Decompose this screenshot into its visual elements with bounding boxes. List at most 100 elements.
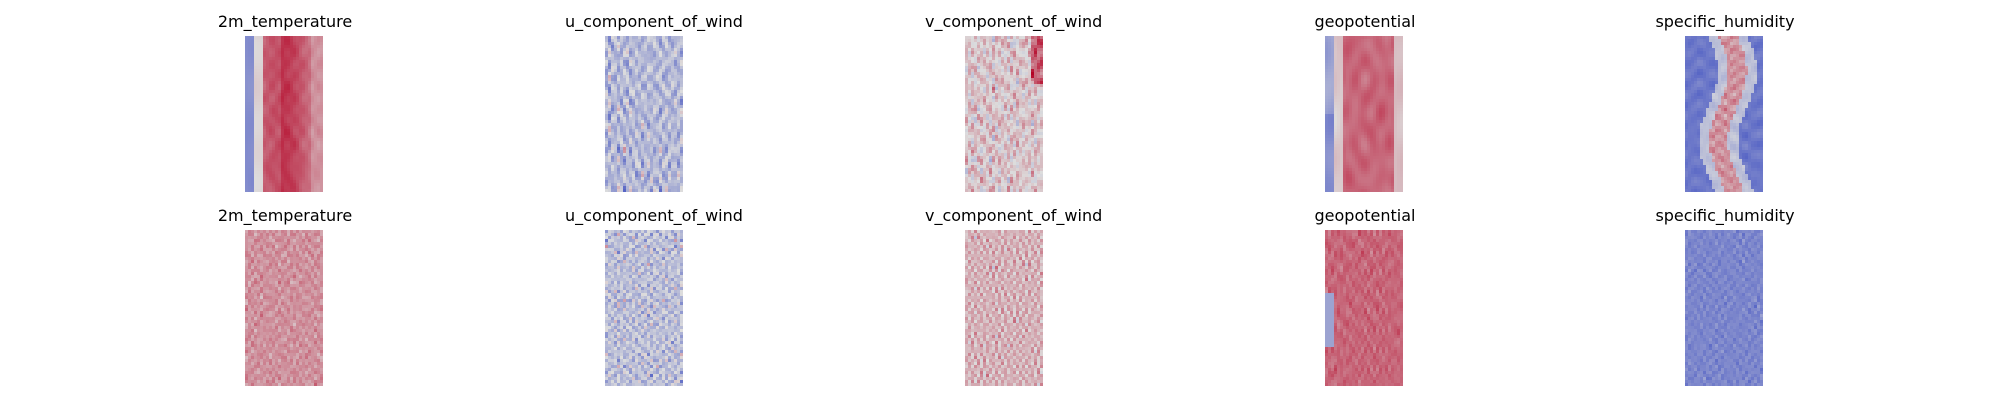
heatmap-cell <box>986 87 990 91</box>
heatmap-cell <box>290 36 294 40</box>
heatmap-cell <box>989 60 993 64</box>
heatmap-cell <box>614 39 618 43</box>
heatmap-cell <box>1337 75 1341 79</box>
heatmap-cell <box>1337 138 1341 142</box>
heatmap-cell <box>611 150 615 154</box>
heatmap-cell <box>674 132 678 136</box>
heatmap-cell <box>1343 120 1347 124</box>
heatmap-cell <box>1394 42 1398 46</box>
heatmap-cell <box>248 117 252 121</box>
heatmap-cell <box>980 147 984 151</box>
heatmap-cell <box>1343 129 1347 133</box>
heatmap-cell <box>1331 138 1335 142</box>
heatmap-cell <box>1004 174 1008 178</box>
heatmap-cell <box>992 129 996 133</box>
heatmap-cell <box>296 39 300 43</box>
heatmap-cell <box>1361 63 1365 67</box>
heatmap-cell <box>611 84 615 88</box>
heatmap-cell <box>620 189 624 192</box>
heatmap-cell <box>971 54 975 58</box>
heatmap-cell <box>317 153 321 157</box>
heatmap-cell <box>308 162 312 166</box>
heatmap-cell <box>284 48 288 52</box>
heatmap-cell <box>281 72 285 76</box>
heatmap-cell <box>677 39 681 43</box>
heatmap-cell <box>623 90 627 94</box>
heatmap-cell <box>1382 108 1386 112</box>
heatmap-cell <box>1340 36 1344 40</box>
heatmap-cell <box>299 45 303 49</box>
heatmap-cell <box>1355 78 1359 82</box>
heatmap-cell <box>977 165 981 169</box>
heatmap-cell <box>611 108 615 112</box>
heatmap-cell <box>1019 171 1023 175</box>
heatmap-cell <box>287 84 291 88</box>
heatmap-cell <box>1007 168 1011 172</box>
heatmap-cell <box>992 54 996 58</box>
heatmap-cell <box>263 129 267 133</box>
heatmap-cell <box>263 171 267 175</box>
heatmap-cell <box>620 174 624 178</box>
heatmap-cell <box>1379 42 1383 46</box>
heatmap-cell <box>605 150 609 154</box>
heatmap-cell <box>1328 84 1332 88</box>
heatmap-cell <box>647 123 651 127</box>
heatmap-cell <box>611 132 615 136</box>
heatmap-cell <box>671 123 675 127</box>
heatmap-cell <box>647 93 651 97</box>
heatmap-cell <box>662 165 666 169</box>
heatmap-cell <box>626 165 630 169</box>
heatmap-cell <box>968 102 972 106</box>
heatmap-cell <box>1388 120 1392 124</box>
heatmap-cell <box>608 75 612 79</box>
heatmap-cell <box>623 84 627 88</box>
heatmap-cell <box>635 51 639 55</box>
heatmap-cell <box>1379 120 1383 124</box>
heatmap-cell <box>1400 102 1403 106</box>
heatmap-cell <box>299 78 303 82</box>
heatmap-cell <box>611 99 615 103</box>
heatmap-cell <box>260 135 264 139</box>
heatmap-cell <box>263 81 267 85</box>
heatmap-cell <box>1370 51 1374 55</box>
heatmap-cell <box>665 165 669 169</box>
heatmap-cell <box>275 174 279 178</box>
heatmap-cell <box>299 93 303 97</box>
heatmap-cell <box>638 54 642 58</box>
heatmap-cell <box>1328 57 1332 61</box>
heatmap-cell <box>1340 129 1344 133</box>
heatmap-cell <box>608 120 612 124</box>
heatmap-cell <box>617 78 621 82</box>
heatmap-cell <box>308 150 312 154</box>
heatmap-cell <box>1025 144 1029 148</box>
heatmap-cell <box>1349 48 1353 52</box>
heatmap-cell <box>281 63 285 67</box>
heatmap-cell <box>1373 108 1377 112</box>
heatmap-cell <box>965 171 969 175</box>
heatmap-cell <box>620 66 624 70</box>
heatmap-cell <box>1385 69 1389 73</box>
heatmap-cell <box>1040 132 1043 136</box>
heatmap-cell <box>674 153 678 157</box>
heatmap-cell <box>1337 93 1341 97</box>
heatmap-cell <box>662 87 666 91</box>
heatmap-cell <box>1373 129 1377 133</box>
heatmap-cell <box>1394 135 1398 139</box>
heatmap-cell <box>977 75 981 79</box>
heatmap-cell <box>299 138 303 142</box>
heatmap-cell <box>296 159 300 163</box>
heatmap-cell <box>605 75 609 79</box>
heatmap-cell <box>1007 144 1011 148</box>
heatmap-cell <box>251 171 255 175</box>
heatmap-cell <box>998 150 1002 154</box>
heatmap-cell <box>1367 60 1371 64</box>
heatmap-cell <box>635 186 639 190</box>
heatmap-cell <box>632 78 636 82</box>
heatmap-cell <box>989 186 993 190</box>
heatmap-cell <box>287 72 291 76</box>
heatmap-cell <box>998 159 1002 163</box>
heatmap-cell <box>677 69 681 73</box>
heatmap-cell <box>968 60 972 64</box>
heatmap-cell <box>308 177 312 181</box>
heatmap-cell <box>1037 117 1041 121</box>
